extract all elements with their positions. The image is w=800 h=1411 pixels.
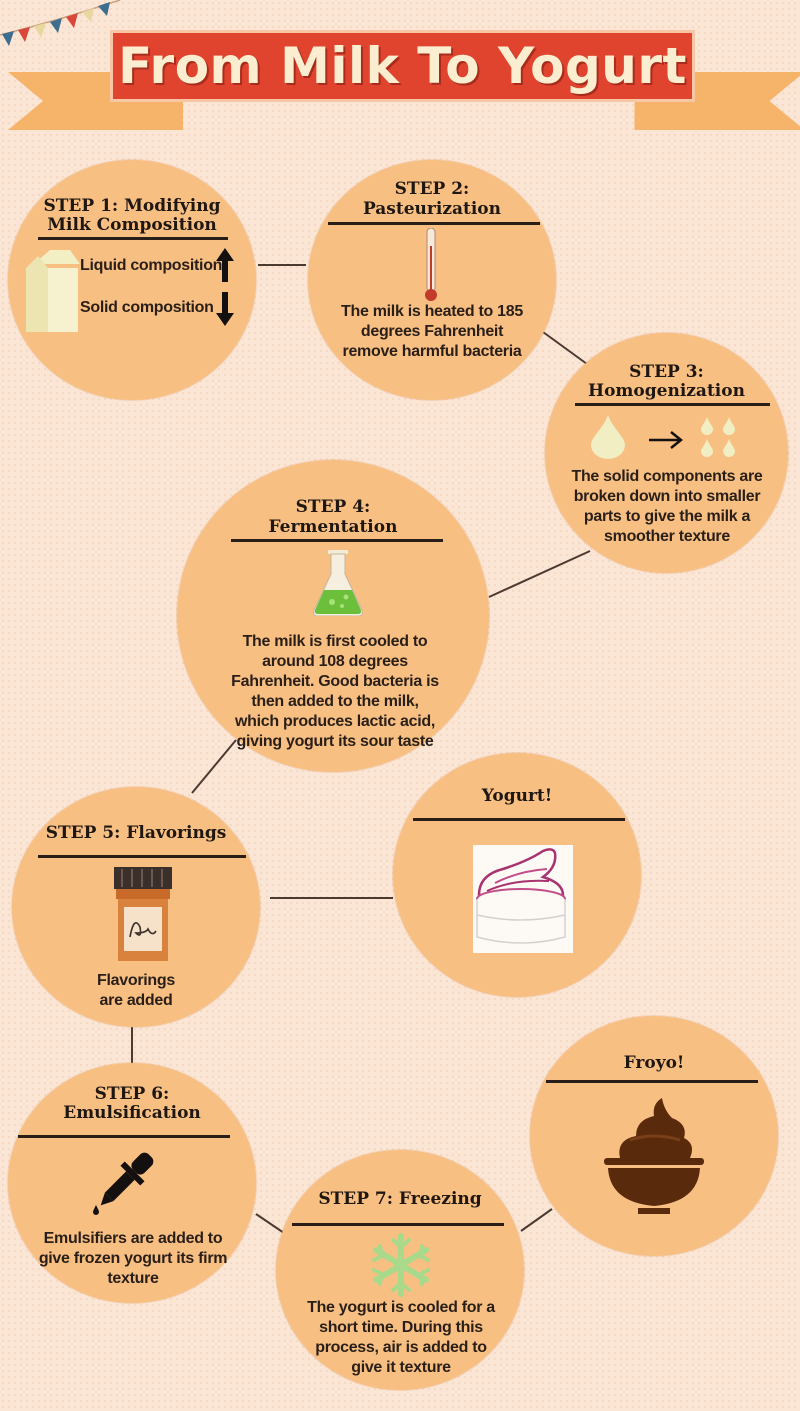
step-3-text: The solid components are broken down int…	[571, 468, 763, 545]
yogurt-rule	[413, 818, 625, 821]
step-2-heading-line1: STEP 2:	[394, 179, 470, 199]
step-2-circle: STEP 2: Pasteurization The milk is heate…	[308, 160, 556, 400]
froyo-heading: Froyo!	[623, 1053, 685, 1073]
step-7-heading: STEP 7: Freezing	[318, 1189, 482, 1209]
small-drops-icon	[701, 417, 735, 457]
step-3-circle: STEP 3: Homogenization The solid compone…	[545, 333, 788, 573]
solid-composition-label: Solid composition	[80, 299, 214, 316]
step-6-heading-line1: STEP 6:	[94, 1084, 170, 1104]
page-title: From Milk To Yogurt	[118, 37, 687, 95]
step-4-circle: STEP 4: Fermentation The milk is first c…	[177, 460, 489, 772]
yogurt-cup-icon	[473, 845, 573, 953]
step-5-heading: STEP 5: Flavorings	[45, 823, 227, 843]
step-2-rule	[328, 222, 540, 225]
arrow-down-icon	[216, 292, 234, 326]
froyo-rule	[546, 1080, 758, 1083]
step-6-circle: STEP 6: Emulsification Emulsifiers are a…	[8, 1063, 256, 1303]
spice-jar-icon	[114, 867, 172, 961]
step-6-rule	[18, 1135, 230, 1138]
milk-carton-icon	[26, 250, 80, 332]
step-3-heading-line2: Homogenization	[588, 381, 745, 401]
yogurt-heading: Yogurt!	[481, 786, 553, 806]
step-2-text: The milk is heated to 185 degrees Fahren…	[341, 303, 523, 360]
step-7-circle: STEP 7: Freezing The yogurt is cooled fo…	[276, 1150, 524, 1390]
arrow-up-icon	[216, 248, 234, 282]
froyo-circle: Froyo!	[530, 1016, 778, 1256]
step-5-circle: STEP 5: Flavorings Flavorings are added	[12, 787, 260, 1027]
step-3-rule	[575, 403, 770, 406]
step-1-heading-line1: STEP 1: Modifying	[43, 196, 221, 216]
snowflake-icon	[372, 1233, 430, 1297]
step-4-rule	[231, 539, 443, 542]
step-2-heading-line2: Pasteurization	[362, 199, 502, 219]
step-6-text: Emulsifiers are added to give frozen yog…	[38, 1230, 228, 1287]
dropper-icon	[93, 1152, 154, 1215]
step-5-text: Flavorings are added	[97, 972, 175, 1009]
step-1-circle: STEP 1: Modifying Milk Composition Liqui…	[8, 160, 256, 400]
step-3-heading-line1: STEP 3:	[629, 362, 704, 382]
yogurt-circle: Yogurt!	[393, 753, 641, 997]
step-7-rule	[292, 1223, 504, 1226]
step-1-heading-line2: Milk Composition	[47, 215, 217, 235]
step-6-heading-line2: Emulsification	[63, 1103, 201, 1123]
step-4-heading-line1: STEP 4:	[295, 497, 371, 517]
step-7-text: The yogurt is cooled for a short time. D…	[307, 1299, 495, 1376]
drop-icon	[591, 415, 625, 459]
step-5-rule	[38, 855, 246, 858]
step-4-text: The milk is first cooled to around 108 d…	[231, 633, 439, 750]
arrow-right-icon	[649, 431, 684, 449]
step-1-rule	[38, 237, 228, 240]
froyo-bowl-icon	[604, 1098, 704, 1214]
flask-icon	[313, 550, 363, 616]
title-banner: From Milk To Yogurt	[110, 30, 695, 102]
step-4-heading-line2: Fermentation	[268, 517, 398, 537]
liquid-composition-label: Liquid composition	[80, 257, 223, 274]
thermometer-icon	[425, 228, 437, 301]
bunting-decoration	[0, 0, 121, 46]
